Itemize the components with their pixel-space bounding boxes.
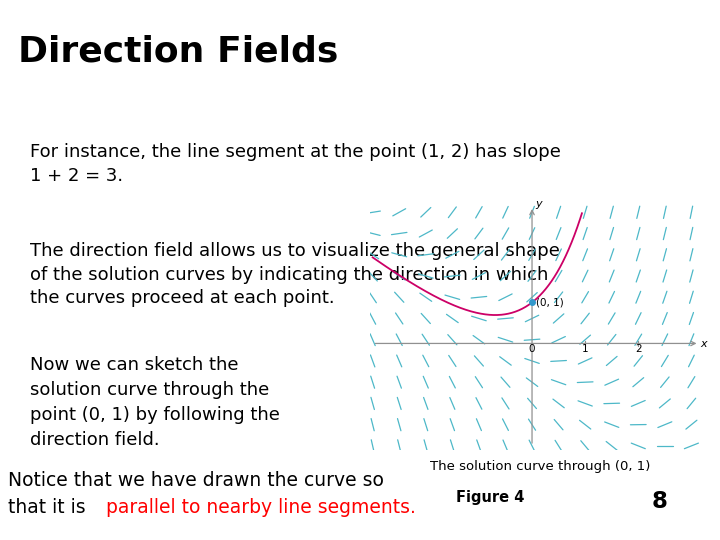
Text: Figure 4: Figure 4 bbox=[456, 490, 524, 505]
Text: 8: 8 bbox=[652, 490, 668, 513]
Text: Notice that we have drawn the curve so: Notice that we have drawn the curve so bbox=[8, 470, 384, 490]
Text: y: y bbox=[535, 199, 541, 210]
Text: parallel to nearby line segments.: parallel to nearby line segments. bbox=[106, 498, 416, 517]
Text: (0, 1): (0, 1) bbox=[536, 298, 564, 307]
Text: 2: 2 bbox=[635, 345, 642, 354]
Text: 0: 0 bbox=[528, 345, 535, 354]
Text: The solution curve through (0, 1): The solution curve through (0, 1) bbox=[430, 460, 650, 473]
Text: x: x bbox=[700, 339, 706, 349]
Text: For instance, the line segment at the point (1, 2) has slope
1 + 2 = 3.: For instance, the line segment at the po… bbox=[30, 143, 561, 185]
Text: The direction field allows us to visualize the general shape
of the solution cur: The direction field allows us to visuali… bbox=[30, 242, 560, 307]
Text: 1: 1 bbox=[582, 345, 588, 354]
Text: Now we can sketch the
solution curve through the
point (0, 1) by following the
d: Now we can sketch the solution curve thr… bbox=[30, 356, 280, 449]
Text: that it is: that it is bbox=[8, 498, 98, 517]
Text: Direction Fields: Direction Fields bbox=[18, 35, 338, 69]
